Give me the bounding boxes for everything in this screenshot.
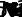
Text: 303: 303 — [15, 0, 22, 16]
Text: 201: 201 — [4, 6, 22, 17]
Polygon shape — [10, 12, 16, 13]
Polygon shape — [14, 6, 15, 7]
Polygon shape — [11, 6, 15, 7]
Text: 302: 302 — [10, 7, 22, 17]
Polygon shape — [15, 12, 16, 13]
Text: 204: 204 — [17, 2, 22, 17]
Text: 203: 203 — [16, 0, 22, 13]
Polygon shape — [11, 10, 15, 11]
Polygon shape — [9, 4, 10, 6]
Polygon shape — [14, 3, 16, 5]
Polygon shape — [14, 10, 15, 11]
Text: 304: 304 — [15, 0, 22, 17]
Polygon shape — [10, 14, 16, 15]
Polygon shape — [14, 3, 17, 5]
Text: 301: 301 — [0, 7, 22, 17]
Polygon shape — [10, 12, 16, 13]
Polygon shape — [14, 3, 16, 5]
Text: 305: 305 — [0, 1, 9, 17]
